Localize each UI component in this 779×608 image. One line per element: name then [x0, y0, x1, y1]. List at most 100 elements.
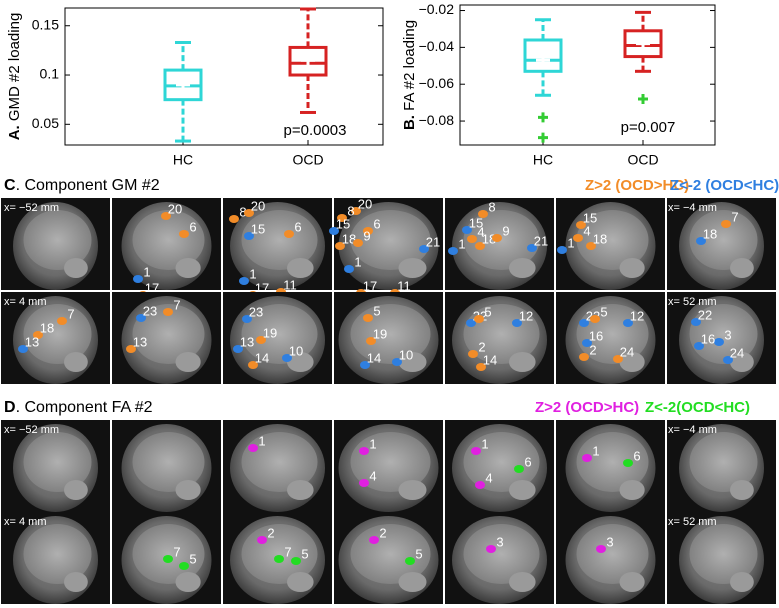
activation-blob [478, 210, 488, 218]
region-label: 4 [583, 223, 590, 238]
region-label: 15 [251, 221, 265, 236]
activation-blob [462, 226, 472, 234]
brain-slice: 1 [223, 420, 332, 512]
cerebellum [287, 572, 314, 592]
activation-blob [576, 221, 586, 229]
region-label: 9 [363, 228, 370, 243]
mean-marker [176, 77, 190, 92]
activation-blob [419, 245, 429, 253]
region-label: 11 [283, 277, 297, 292]
cerebellum [619, 480, 645, 500]
cerebellum [64, 258, 88, 278]
region-label: 1 [458, 236, 465, 251]
region-label: 7 [67, 306, 74, 321]
brain [350, 432, 431, 492]
activation-blob [468, 350, 478, 358]
plot-area [64, 7, 384, 146]
x-tick-label: HC [173, 152, 193, 168]
y-tick-label: 0.05 [32, 115, 59, 131]
activation-blob [492, 234, 502, 242]
activation-blob [363, 227, 373, 235]
brain [241, 432, 318, 492]
region-label: 17 [363, 278, 377, 293]
activation-blob [467, 235, 477, 243]
activation-blob [136, 314, 146, 322]
activation-blob [723, 356, 733, 364]
mean-marker [536, 53, 550, 68]
outlier [638, 93, 648, 104]
activation-blob [126, 345, 136, 353]
brain [132, 304, 205, 364]
brain [23, 432, 92, 492]
plot-area [459, 4, 716, 146]
slice-label: x= 4 mm [4, 296, 46, 308]
activation-blob [239, 277, 249, 285]
brain [689, 304, 758, 364]
region-label: 18 [342, 231, 356, 246]
panel-title: D. Component FA #2 [4, 399, 153, 416]
box [523, 38, 563, 73]
region-label: 18 [703, 226, 717, 241]
region-label: 7 [731, 209, 738, 224]
region-label: 14 [255, 350, 269, 365]
cerebellum [509, 258, 536, 278]
brain-slice: 25 [334, 512, 443, 604]
region-label: 17 [255, 280, 269, 295]
region-label: 20 [168, 201, 182, 216]
cerebellum [287, 480, 314, 500]
activation-blob [163, 308, 173, 316]
activation-blob [366, 337, 376, 345]
region-label: 21 [534, 233, 548, 248]
panel-letter: B. [401, 115, 418, 130]
region-label: 2 [267, 525, 274, 540]
activation-blob [351, 207, 361, 215]
brain-slice: 20 6 117 [112, 198, 221, 299]
region-label: 7 [173, 297, 180, 312]
cerebellum [619, 258, 645, 278]
region-label: 6 [373, 216, 380, 231]
mean-marker [636, 36, 650, 51]
brain [132, 432, 205, 492]
region-label: 1 [592, 443, 599, 458]
brain [23, 524, 92, 584]
brain [689, 524, 758, 584]
region-label: 3 [724, 327, 731, 342]
activation-blob [359, 447, 369, 455]
activation-blob [579, 353, 589, 361]
region-label: 7 [173, 544, 180, 559]
cerebellum [64, 480, 88, 500]
region-label: 13 [240, 334, 254, 349]
activation-blob [691, 318, 701, 326]
brain-slice: 1 4 6 [445, 420, 554, 512]
region-label: 23 [143, 303, 157, 318]
activation-blob [623, 319, 633, 327]
region-label: 22 [698, 307, 712, 322]
cerebellum [730, 258, 754, 278]
legend-entry: Z<-2(OCD<HC) [645, 399, 750, 416]
cerebellum [175, 352, 201, 372]
region-label: 12 [519, 308, 533, 323]
activation-blob [582, 339, 592, 347]
legend-entry: Z>2 (OCD>HC) [585, 177, 689, 194]
y-axis-title: FA #2 loading [401, 20, 418, 111]
y-axis-title: GMD #2 loading [6, 13, 23, 121]
activation-blob [596, 545, 606, 553]
region-label: 18 [482, 231, 496, 246]
activation-blob [474, 315, 484, 323]
y-axis-label: B. FA #2 loading [401, 20, 418, 130]
region-label: 6 [294, 219, 301, 234]
cerebellum [730, 572, 754, 592]
brain-slice: 3 [445, 512, 554, 604]
region-label: 24 [730, 345, 744, 360]
cerebellum [287, 258, 314, 278]
brain-slice: x= −4 mm [667, 420, 776, 512]
activation-blob [573, 234, 583, 242]
region-label: 20 [358, 196, 372, 211]
region-label: 5 [189, 551, 196, 566]
activation-blob [579, 319, 589, 327]
region-label: 24 [620, 344, 634, 359]
region-label: 18 [593, 231, 607, 246]
